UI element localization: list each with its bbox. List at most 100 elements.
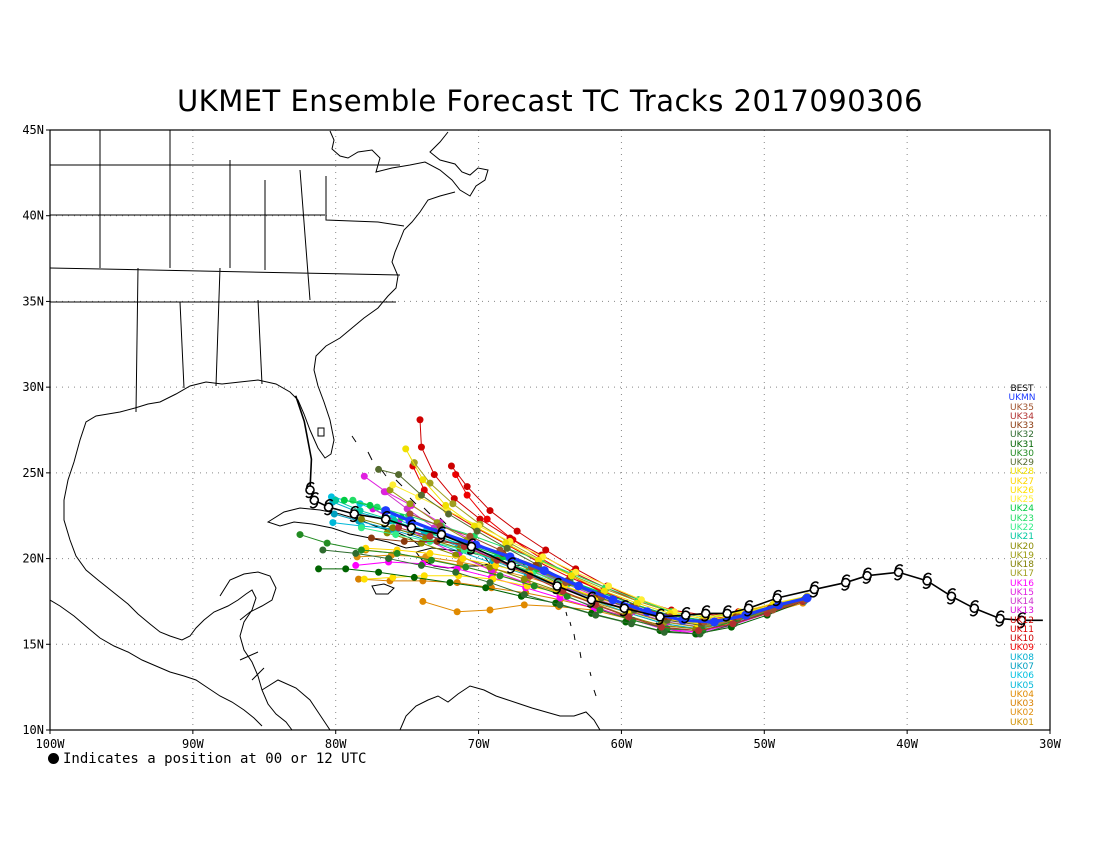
forecast-point-uk22 — [357, 524, 365, 532]
axis-labels: 100W 90W 80W 70W 60W 50W 40W 30W 10N 15N 20N 25N 30N… — [22, 123, 1061, 751]
forecast-point-uk34 — [426, 532, 434, 540]
tick-label-lat: 35N — [22, 294, 44, 308]
forecast-point-uk03 — [355, 575, 363, 583]
coastline-south-america — [399, 685, 601, 730]
forecast-point-uk29 — [395, 471, 403, 479]
legend-item-uk29: UK29 — [1010, 458, 1034, 469]
forecast-point-uk32 — [352, 549, 360, 557]
legend-item-uk24: UK24 — [1010, 504, 1034, 515]
hurricane-symbol-icon — [743, 600, 754, 617]
forecast-point-ukmn — [574, 581, 584, 591]
forecast-point-uk28 — [567, 572, 575, 580]
coastline-bahamas — [351, 435, 447, 525]
hurricane-symbol-icon — [436, 526, 447, 543]
hurricane-symbol-icon — [809, 581, 820, 598]
forecast-point-uk07 — [330, 510, 338, 518]
legend-item-uk13: UK13 — [1010, 606, 1034, 617]
hurricane-symbol-icon — [995, 610, 1005, 627]
forecast-point-uk04 — [419, 597, 427, 605]
forecast-point-uk28 — [402, 445, 410, 453]
forecast-point-uk26 — [420, 572, 428, 580]
forecast-point-uk32 — [627, 620, 635, 628]
forecast-point-uk04 — [453, 608, 461, 616]
legend-item-uk32: UK32 — [1010, 430, 1034, 441]
forecast-point-uk29 — [375, 465, 383, 473]
hurricane-symbol-icon — [380, 511, 391, 528]
legend-item-uk20: UK20 — [1010, 541, 1034, 552]
border-us-states — [50, 130, 405, 413]
legend-item-uk08: UK08 — [1010, 652, 1034, 663]
tick-label-lon: 30W — [1039, 737, 1061, 751]
forecast-point-uk30 — [296, 531, 304, 539]
forecast-point-uk18 — [357, 515, 365, 523]
hurricane-symbol-icon — [655, 608, 665, 625]
forecast-point-uk33 — [367, 534, 375, 542]
forecast-point-ukmn — [505, 552, 515, 562]
forecast-point-uk32 — [417, 561, 425, 569]
forecast-point-uk30 — [563, 592, 571, 600]
forecast-point-uk24 — [340, 496, 348, 504]
plot-frame — [49, 129, 1051, 731]
forecast-point-uk28 — [419, 476, 427, 484]
forecast-point-uk17 — [449, 500, 457, 508]
forecast-point-uk30 — [496, 572, 504, 580]
tick-label-lon: 50W — [753, 737, 775, 751]
hurricane-symbol-icon — [323, 499, 334, 516]
legend-item-uk31: UK31 — [1010, 439, 1034, 450]
legend-item-uk04: UK04 — [1010, 689, 1034, 700]
forecast-point-uk27 — [459, 555, 467, 563]
coastline-north-america — [63, 130, 489, 730]
legend-item-uk25: UK25 — [1010, 495, 1034, 506]
forecast-point-uk15 — [360, 472, 368, 480]
tick-label-lon: 70W — [468, 737, 490, 751]
forecast-point-uk31 — [446, 579, 454, 587]
position-dot-icon — [48, 753, 59, 764]
forecast-point-uk30 — [596, 606, 604, 614]
forecast-point-uk25 — [605, 582, 613, 590]
tick-label-lat: 10N — [22, 723, 44, 737]
legend-item-uk09: UK09 — [1010, 643, 1034, 654]
forecast-point-uk09 — [452, 471, 460, 479]
coastline-jamaica — [371, 583, 395, 595]
forecast-point-uk03 — [453, 579, 461, 587]
forecast-point-uk24 — [366, 501, 374, 509]
coastline-mexico-pacific — [50, 599, 263, 727]
tick-label-lat: 30N — [22, 380, 44, 394]
forecast-point-uk11 — [420, 486, 428, 494]
forecast-point-uk09 — [463, 491, 471, 499]
forecast-point-uk32 — [520, 591, 528, 599]
forecast-point-uk30 — [357, 546, 365, 554]
forecast-point-uk30 — [323, 539, 331, 547]
hurricane-symbol-icon — [586, 591, 597, 608]
hurricane-symbol-icon — [619, 600, 630, 617]
hurricane-symbol-icon — [506, 557, 517, 574]
forecast-point-uk34 — [625, 613, 633, 621]
forecast-point-uk10 — [486, 507, 494, 515]
forecast-point-uk09 — [483, 515, 491, 523]
forecast-point-uk10 — [463, 483, 471, 491]
forecast-point-uk32 — [556, 601, 564, 609]
forecast-point-uk25 — [389, 481, 397, 489]
legend-item-uk33: UK33 — [1010, 421, 1034, 432]
forecast-point-ukmn — [709, 617, 719, 627]
forecast-point-uk34 — [729, 620, 737, 628]
hurricane-symbol-icon — [700, 605, 711, 622]
forecast-track-uk08 — [332, 501, 805, 630]
hurricane-symbol-icon — [946, 588, 957, 605]
legend-item-ukmn: UKMN — [1008, 393, 1036, 404]
forecast-point-uk35 — [466, 532, 474, 540]
forecast-point-uk32 — [660, 628, 668, 636]
legend-item-uk02: UK02 — [1010, 708, 1034, 719]
tick-label-lon: 80W — [325, 737, 347, 751]
forecast-track-uk28 — [405, 448, 808, 620]
coastline-central-america — [239, 651, 331, 730]
legend-item-uk14: UK14 — [1010, 597, 1034, 608]
footnote-text: Indicates a position at 00 or 12 UTC — [63, 751, 367, 767]
hurricane-symbol-icon — [969, 600, 980, 617]
forecast-point-uk30 — [530, 582, 538, 590]
forecast-point-uk27 — [426, 549, 434, 557]
hurricane-symbol-icon — [466, 538, 477, 555]
forecast-point-uk32 — [486, 579, 494, 587]
tick-label-lon: 60W — [611, 737, 633, 751]
